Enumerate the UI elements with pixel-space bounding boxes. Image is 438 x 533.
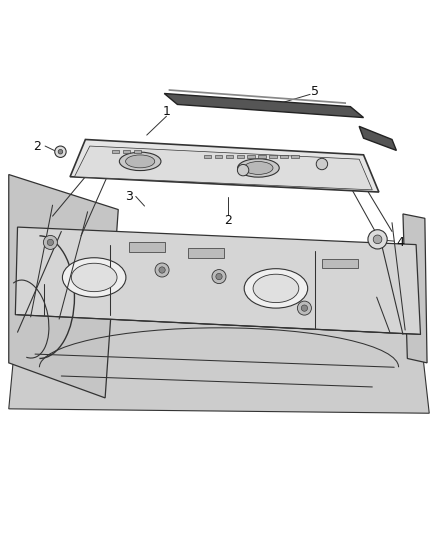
Polygon shape <box>359 126 396 150</box>
Bar <box>129 243 165 252</box>
Text: 1: 1 <box>162 104 170 117</box>
Polygon shape <box>403 214 427 363</box>
Circle shape <box>316 158 328 169</box>
Ellipse shape <box>71 263 117 292</box>
Polygon shape <box>74 146 372 190</box>
Bar <box>204 155 211 158</box>
Circle shape <box>43 236 57 249</box>
Circle shape <box>373 235 382 244</box>
Circle shape <box>155 263 169 277</box>
Circle shape <box>58 149 63 154</box>
Ellipse shape <box>253 274 299 303</box>
Circle shape <box>368 230 387 249</box>
Ellipse shape <box>126 155 155 168</box>
Polygon shape <box>164 93 364 118</box>
Text: 2: 2 <box>33 140 41 152</box>
Bar <box>226 155 233 158</box>
Circle shape <box>237 165 249 176</box>
Polygon shape <box>15 227 420 334</box>
Circle shape <box>47 239 53 246</box>
Bar <box>269 155 277 158</box>
Text: 2: 2 <box>224 214 232 227</box>
Ellipse shape <box>237 159 279 177</box>
Ellipse shape <box>119 152 161 171</box>
Circle shape <box>212 270 226 284</box>
Bar <box>188 248 224 258</box>
Polygon shape <box>70 140 379 192</box>
Ellipse shape <box>244 161 273 174</box>
Bar <box>215 155 222 158</box>
Bar <box>112 150 119 152</box>
Bar <box>280 155 288 158</box>
Polygon shape <box>9 174 118 398</box>
Circle shape <box>55 146 66 157</box>
Circle shape <box>297 301 311 315</box>
Text: 3: 3 <box>125 190 133 203</box>
Polygon shape <box>169 89 346 104</box>
Polygon shape <box>9 314 429 413</box>
Circle shape <box>301 305 307 311</box>
Circle shape <box>216 273 222 280</box>
Bar <box>237 155 244 158</box>
Bar <box>291 155 299 158</box>
Ellipse shape <box>63 258 126 297</box>
Circle shape <box>159 267 165 273</box>
Text: 5: 5 <box>311 85 319 98</box>
Bar <box>322 259 358 268</box>
Bar <box>123 150 130 152</box>
Bar <box>258 155 266 158</box>
Bar <box>247 155 255 158</box>
Bar <box>134 150 141 152</box>
Text: 4: 4 <box>397 236 405 249</box>
Ellipse shape <box>244 269 307 308</box>
